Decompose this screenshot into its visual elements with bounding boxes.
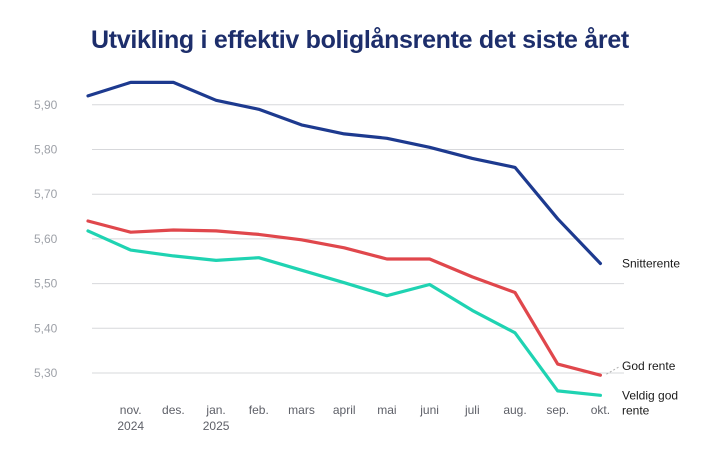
x-tick-label: nov.	[120, 403, 142, 417]
y-tick-label: 5,50	[34, 277, 58, 291]
x-tick-label: juni	[419, 403, 439, 417]
series-label: rente	[622, 403, 650, 417]
series-line	[86, 219, 603, 377]
series-label: Snitterente	[622, 256, 680, 270]
y-tick-label: 5,90	[34, 98, 58, 112]
x-tick-label: 2025	[203, 419, 230, 433]
x-tick-label: des.	[162, 403, 185, 417]
y-tick-label: 5,30	[34, 366, 58, 380]
label-leader	[606, 365, 621, 375]
x-tick-label: mars	[288, 403, 315, 417]
x-tick-label: sep.	[546, 403, 569, 417]
series-line	[86, 80, 603, 266]
series-label: God rente	[622, 359, 676, 373]
x-tick-label: jan.	[205, 403, 225, 417]
y-tick-label: 5,80	[34, 143, 58, 157]
x-tick-label: april	[333, 403, 356, 417]
x-tick-label: 2024	[117, 419, 144, 433]
y-tick-label: 5,40	[34, 321, 58, 335]
x-tick-label: aug.	[503, 403, 526, 417]
chart-title: Utvikling i effektiv boliglånsrente det …	[91, 26, 629, 54]
y-tick-label: 5,70	[34, 187, 58, 201]
series-line	[86, 229, 603, 397]
y-tick-label: 5,60	[34, 232, 58, 246]
x-tick-label: mai	[377, 403, 396, 417]
x-tick-label: juli	[464, 403, 480, 417]
x-tick-label: okt.	[591, 403, 610, 417]
series-label: Veldig god	[622, 388, 678, 402]
x-tick-label: feb.	[249, 403, 269, 417]
